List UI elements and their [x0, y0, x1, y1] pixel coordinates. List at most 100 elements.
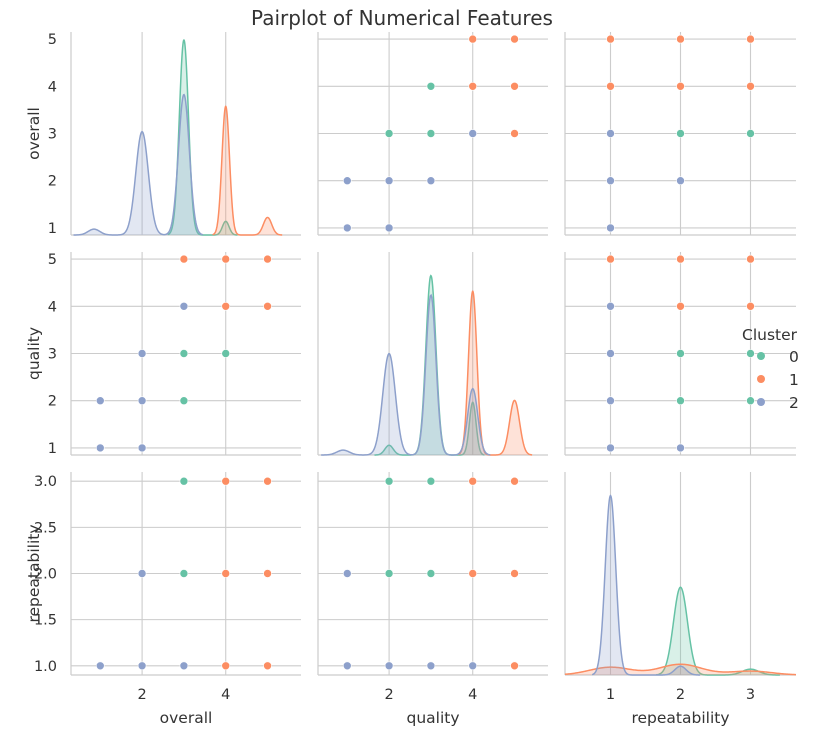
y-tick-label: 1	[48, 221, 57, 237]
kde-line-cluster-1	[212, 105, 283, 236]
scatter-point-cluster-2	[342, 223, 352, 233]
y-tick-label: 2.5	[34, 520, 57, 536]
kde-panel-quality	[321, 274, 533, 456]
scatter-panel-repeatability-vs-overall	[95, 476, 272, 671]
scatter-point-cluster-2	[676, 176, 685, 186]
y-tick-label: 5	[48, 252, 57, 268]
scatter-point-cluster-0	[179, 569, 189, 578]
scatter-point-cluster-2	[95, 396, 105, 406]
scatter-point-cluster-1	[676, 81, 685, 91]
scatter-point-cluster-2	[342, 569, 352, 578]
scatter-point-cluster-2	[342, 661, 352, 671]
y-tick-label: 3	[48, 347, 57, 363]
legend-marker-1	[757, 375, 765, 383]
scatter-panel-repeatability-vs-quality	[342, 476, 519, 671]
scatter-point-cluster-2	[137, 349, 147, 358]
scatter-point-cluster-1	[510, 476, 519, 486]
scatter-point-cluster-1	[510, 661, 519, 671]
legend-label-2: 2	[789, 394, 799, 412]
scatter-point-cluster-0	[676, 129, 685, 138]
scatter-point-cluster-0	[179, 349, 189, 358]
scatter-point-cluster-2	[606, 129, 615, 138]
scatter-point-cluster-0	[384, 476, 394, 486]
scatter-point-cluster-1	[468, 81, 478, 91]
scatter-point-cluster-0	[179, 396, 189, 406]
scatter-point-cluster-1	[606, 254, 615, 264]
kde-line-cluster-0	[374, 274, 485, 456]
x-tick-label: 2	[384, 687, 393, 703]
scatter-point-cluster-0	[426, 569, 436, 578]
y-tick-label: 2	[48, 394, 57, 410]
scatter-point-cluster-1	[510, 81, 519, 91]
scatter-point-cluster-1	[263, 254, 272, 264]
x-tick-label: 1	[606, 687, 615, 703]
chart-title: Pairplot of Numerical Features	[251, 6, 553, 30]
kde-panel-repeatability	[564, 494, 797, 676]
scatter-point-cluster-0	[676, 396, 685, 406]
scatter-point-cluster-1	[179, 254, 189, 264]
x-tick-label: 4	[468, 687, 477, 703]
scatter-point-cluster-1	[468, 34, 478, 44]
scatter-point-cluster-2	[468, 661, 478, 671]
kde-area-cluster-0	[374, 275, 485, 455]
x-tick-label: 4	[221, 687, 230, 703]
y-tick-label: 2	[48, 174, 57, 190]
scatter-point-cluster-0	[426, 129, 436, 138]
scatter-point-cluster-0	[426, 81, 436, 91]
scatter-panel-overall-vs-quality	[342, 34, 519, 233]
scatter-point-cluster-1	[746, 81, 755, 91]
scatter-point-cluster-2	[95, 443, 105, 453]
scatter-point-cluster-1	[221, 254, 231, 264]
y-tick-label: 4	[48, 79, 57, 95]
scatter-panel-quality-vs-overall	[95, 254, 272, 453]
x-tick-label: 2	[676, 687, 685, 703]
scatter-point-cluster-1	[746, 34, 755, 44]
y-tick-label: 5	[48, 32, 57, 48]
scatter-point-cluster-2	[606, 223, 615, 233]
scatter-point-cluster-2	[384, 176, 394, 186]
scatter-point-cluster-2	[342, 176, 352, 186]
scatter-point-cluster-2	[384, 223, 394, 233]
scatter-point-cluster-0	[746, 349, 755, 358]
legend-label-0: 0	[789, 348, 799, 366]
scatter-point-cluster-1	[263, 301, 272, 311]
scatter-point-cluster-0	[426, 476, 436, 486]
scatter-point-cluster-2	[179, 301, 189, 311]
scatter-point-cluster-2	[676, 443, 685, 453]
y-tick-label: 4	[48, 299, 57, 315]
scatter-point-cluster-1	[676, 254, 685, 264]
scatter-point-cluster-0	[221, 349, 231, 358]
kde-area-cluster-2	[321, 295, 491, 455]
legend-title: Cluster	[742, 326, 798, 344]
y-tick-label: 3	[48, 127, 57, 143]
scatter-panel-overall-vs-repeatability	[606, 34, 755, 233]
scatter-point-cluster-0	[676, 349, 685, 358]
scatter-point-cluster-1	[510, 129, 519, 138]
scatter-point-cluster-0	[384, 569, 394, 578]
scatter-point-cluster-1	[263, 661, 272, 671]
y-axis-label: overall	[25, 107, 43, 160]
scatter-point-cluster-1	[606, 81, 615, 91]
kde-area-cluster-1	[565, 664, 796, 675]
scatter-point-cluster-2	[137, 396, 147, 406]
scatter-point-cluster-0	[746, 396, 755, 406]
scatter-point-cluster-1	[468, 476, 478, 486]
scatter-point-cluster-2	[426, 176, 436, 186]
scatter-point-cluster-1	[221, 569, 231, 578]
kde-line-cluster-2	[591, 494, 701, 676]
scatter-point-cluster-2	[179, 661, 189, 671]
legend-label-1: 1	[789, 371, 799, 389]
x-axis-label: quality	[406, 709, 459, 727]
scatter-point-cluster-1	[510, 569, 519, 578]
legend: Cluster 0 1 2	[742, 326, 799, 412]
scatter-point-cluster-2	[384, 661, 394, 671]
legend-marker-2	[757, 398, 765, 406]
y-tick-label: 1.0	[34, 659, 57, 675]
scatter-point-cluster-1	[746, 301, 755, 311]
scatter-point-cluster-2	[606, 176, 615, 186]
scatter-point-cluster-2	[606, 396, 615, 406]
scatter-point-cluster-2	[137, 443, 147, 453]
panel-repeatability-vs-repeatability	[564, 472, 796, 676]
y-axis-label: repeatability	[25, 524, 43, 622]
